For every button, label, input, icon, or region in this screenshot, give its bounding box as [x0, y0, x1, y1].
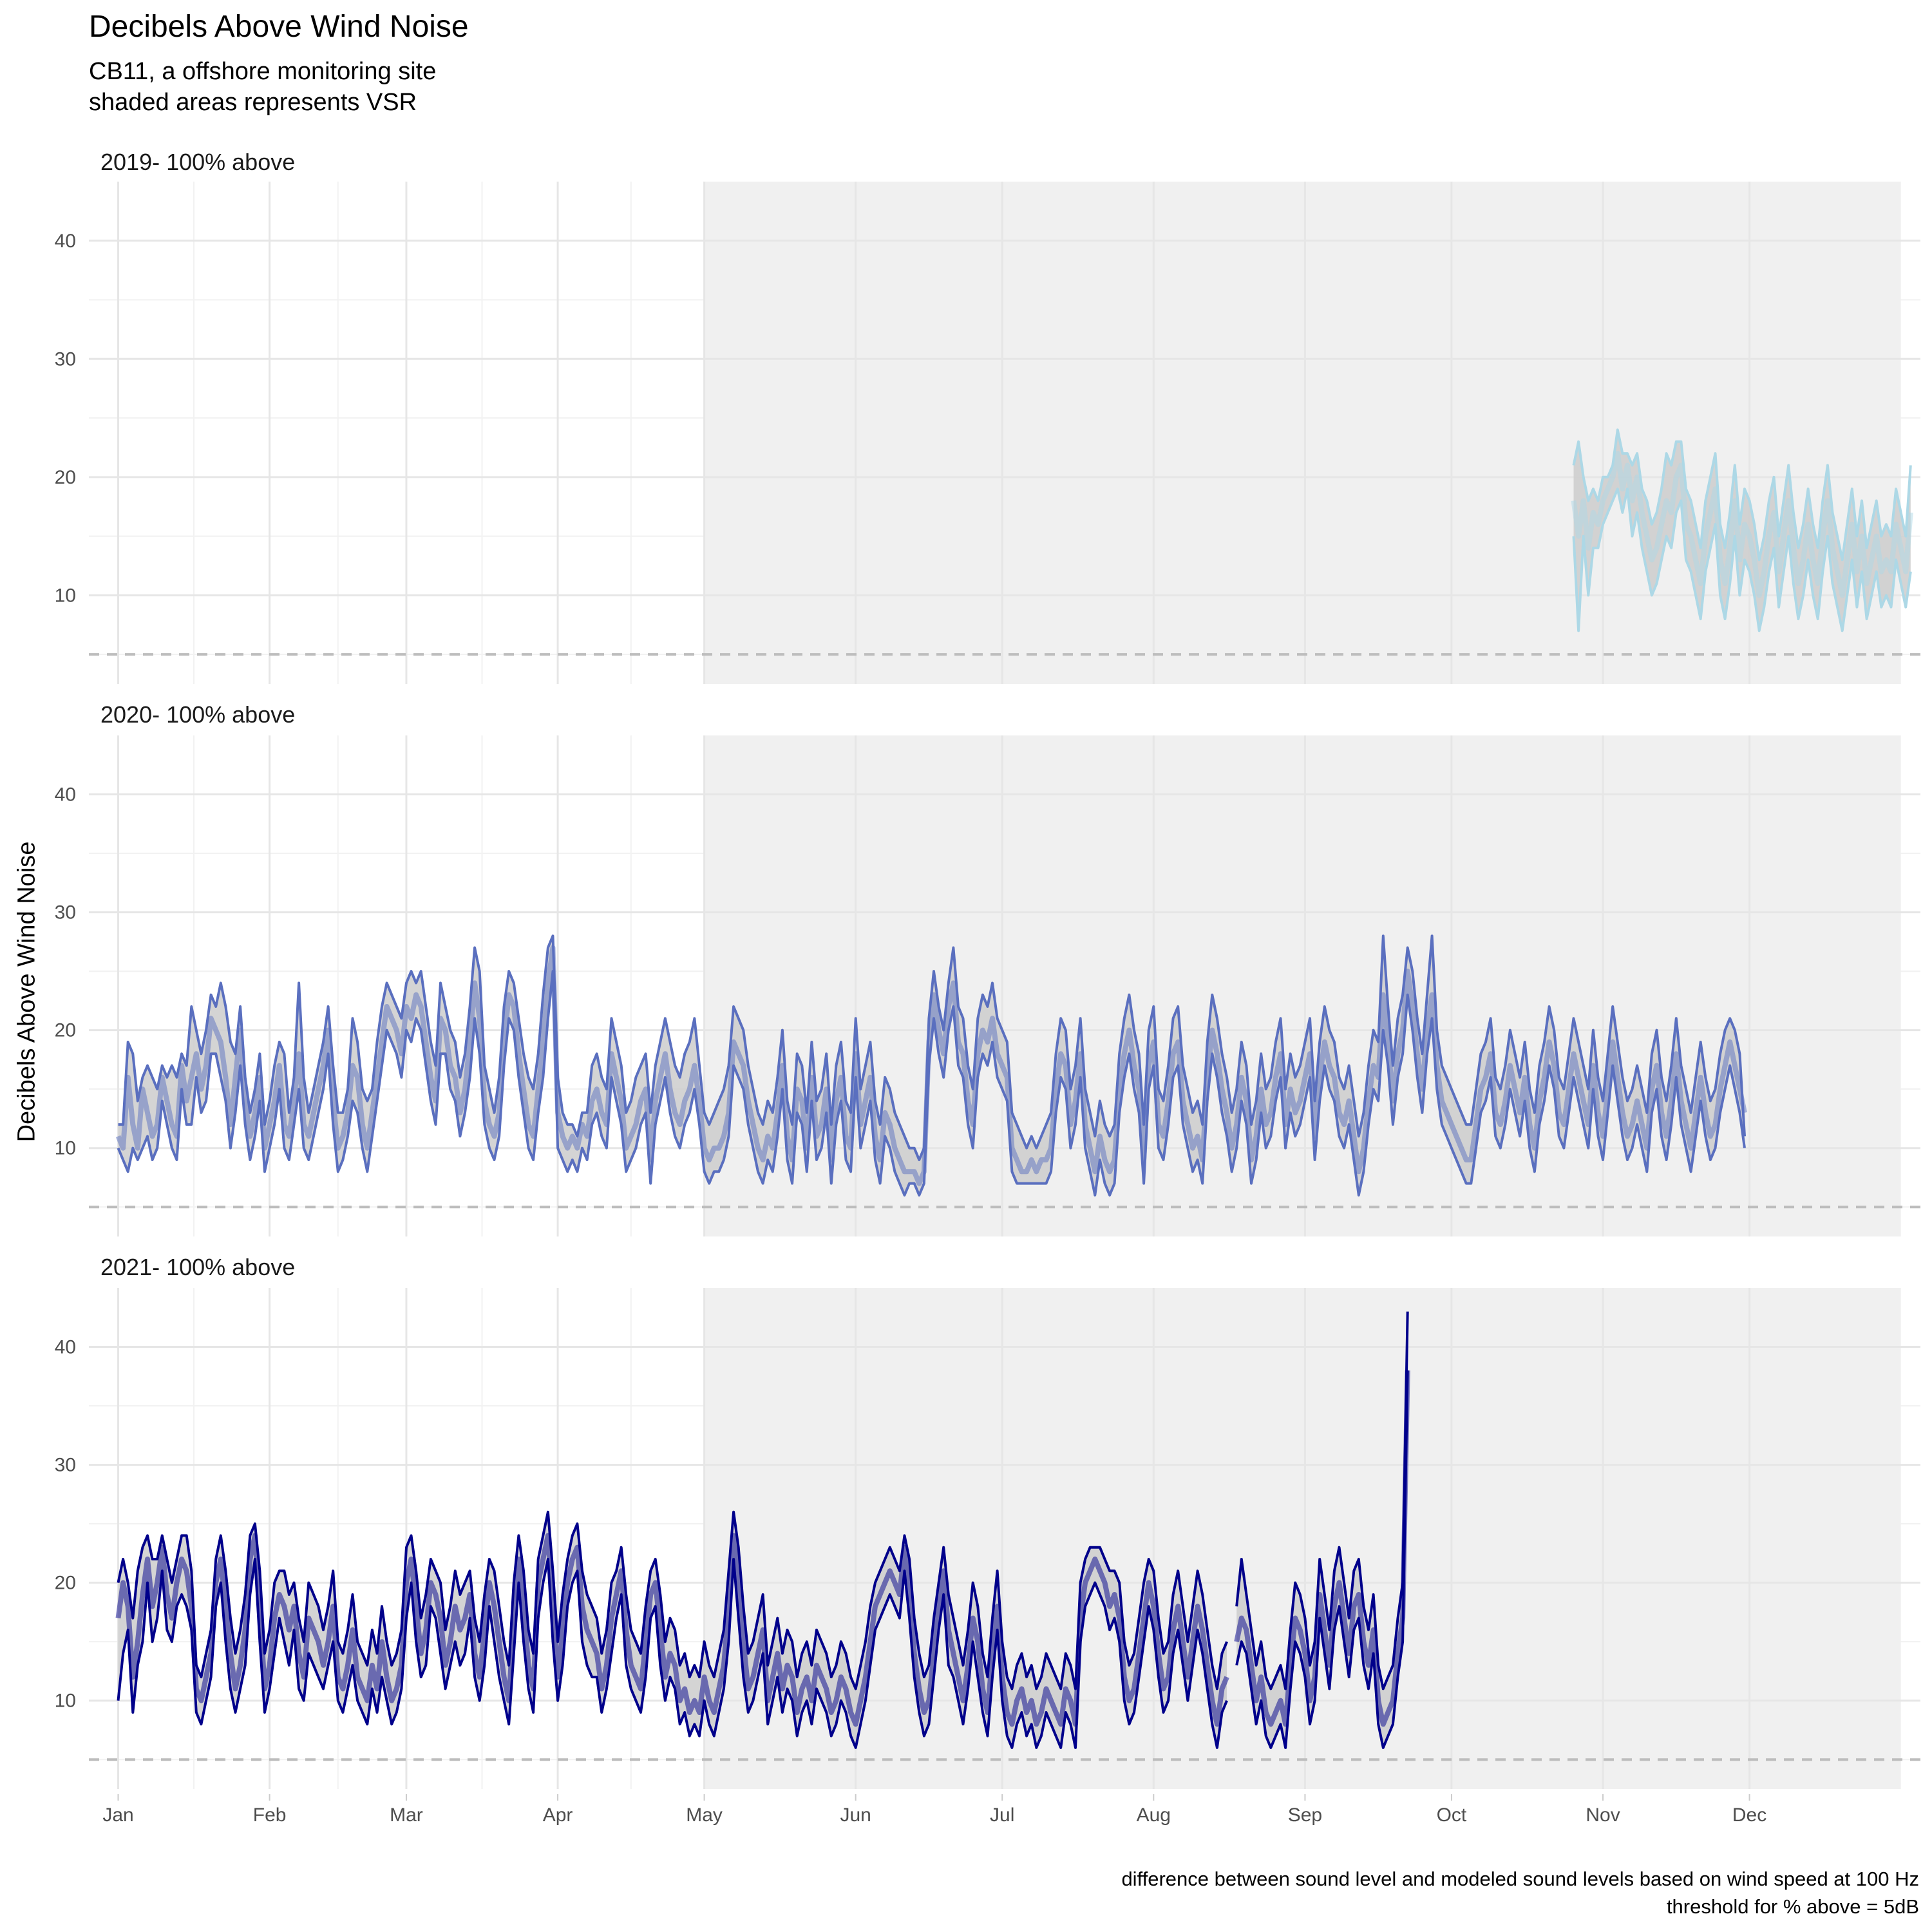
- chart-caption-line-2: threshold for % above = 5dB: [1666, 1895, 1919, 1918]
- y-tick-label: 30: [55, 902, 76, 923]
- y-tick-label: 40: [55, 231, 76, 252]
- upper-line: [118, 934, 1746, 1161]
- panel-title: 2019- 100% above: [100, 149, 295, 175]
- x-axis: Jan Feb Mar Apr May Jun Jul Aug Sep Oct Nov Dec: [102, 1794, 1766, 1826]
- mid-line: [1234, 1370, 1410, 1727]
- chart-title: Decibels Above Wind Noise: [89, 10, 469, 44]
- y-tick-label: 40: [55, 1337, 76, 1358]
- mid-line: [1571, 451, 1913, 598]
- panel-2019: 2019- 100% above 10 20 30 40: [55, 149, 1920, 684]
- y-tick-label: 20: [55, 467, 76, 488]
- lower-line: [1235, 1370, 1409, 1749]
- panel-title: 2021- 100% above: [100, 1254, 295, 1280]
- y-tick-label: 20: [55, 1020, 76, 1041]
- panel-title: 2020- 100% above: [100, 701, 295, 728]
- lower-line: [1572, 488, 1912, 632]
- x-tick-label: Jun: [840, 1804, 871, 1826]
- x-tick-label: May: [686, 1804, 723, 1826]
- y-tick-label: 30: [55, 348, 76, 370]
- x-tick-label: Jan: [102, 1804, 133, 1826]
- y-tick-label: 40: [55, 784, 76, 806]
- panel-2020: 2020- 100% above 10 20 30 40: [55, 701, 1920, 1236]
- vsr-shaded-area: [704, 735, 1901, 1236]
- y-tick-label: 30: [55, 1455, 76, 1476]
- x-tick-label: Feb: [253, 1804, 287, 1826]
- mid-line: [115, 945, 1747, 1186]
- upper-line: [1235, 1311, 1409, 1690]
- y-tick-label: 10: [55, 585, 76, 606]
- x-tick-label: Dec: [1732, 1804, 1766, 1826]
- x-tick-label: Sep: [1288, 1804, 1322, 1826]
- y-tick-label: 10: [55, 1138, 76, 1159]
- x-tick-label: Aug: [1137, 1804, 1171, 1826]
- lower-line: [117, 1558, 1228, 1749]
- y-tick-label: 20: [55, 1573, 76, 1594]
- panel-2021: 2021- 100% above 10 20 30 40: [55, 1254, 1920, 1789]
- upper-line: [1572, 428, 1912, 562]
- upper-line: [117, 1510, 1228, 1690]
- vsr-shaded-area: [704, 182, 1901, 684]
- chart-subtitle-line-1: CB11, a offshore monitoring site: [89, 58, 437, 85]
- y-tick-label: 10: [55, 1690, 76, 1712]
- x-tick-label: Oct: [1437, 1804, 1467, 1826]
- x-tick-label: Apr: [543, 1804, 573, 1826]
- x-tick-label: Jul: [990, 1804, 1014, 1826]
- x-tick-label: Nov: [1586, 1804, 1620, 1826]
- chart-subtitle-line-2: shaded areas represents VSR: [89, 89, 417, 116]
- chart-caption-line-1: difference between sound level and model…: [1121, 1868, 1919, 1890]
- vsr-shaded-area: [704, 1288, 1901, 1789]
- mid-line: [115, 1533, 1229, 1727]
- lower-line: [117, 970, 1746, 1197]
- x-tick-label: Mar: [390, 1804, 423, 1826]
